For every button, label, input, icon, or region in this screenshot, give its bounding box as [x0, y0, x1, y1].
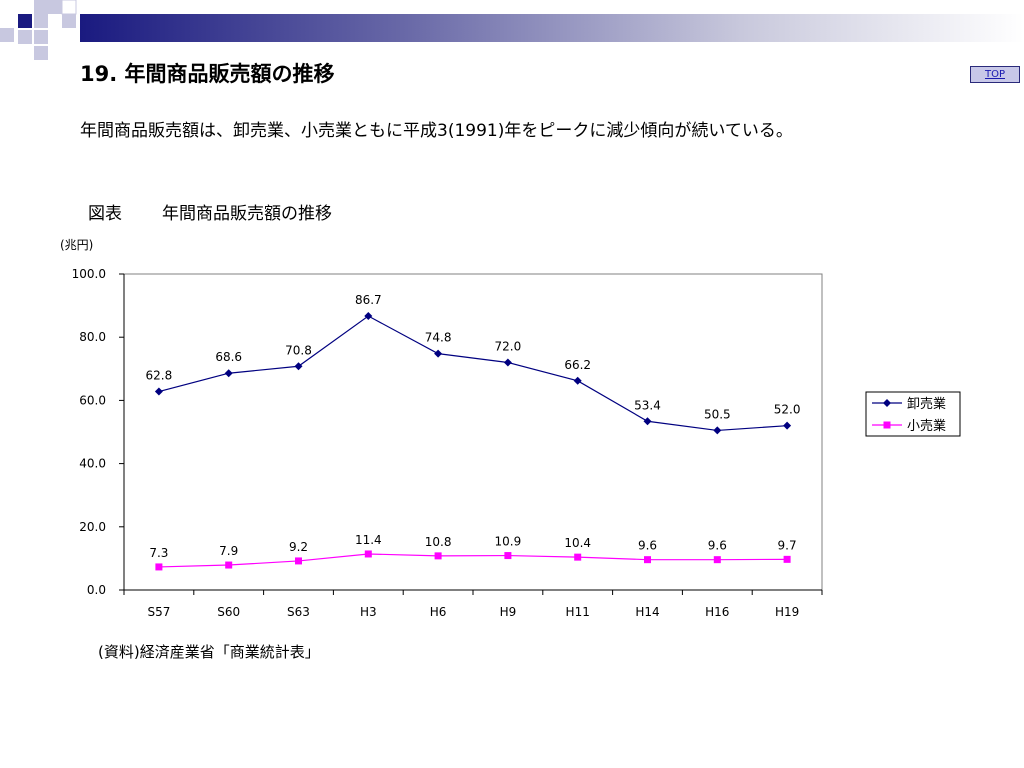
data-point-diamond [713, 426, 722, 435]
data-point-diamond [643, 417, 652, 426]
corner-decoration [0, 0, 77, 60]
data-label: 11.4 [355, 533, 382, 547]
y-tick-label: 100.0 [72, 267, 106, 281]
y-tick-label: 60.0 [79, 393, 106, 407]
data-point-square [225, 561, 233, 569]
x-tick-label: S60 [217, 605, 240, 619]
legend-marker-diamond [883, 399, 891, 407]
x-tick-label: H9 [500, 605, 517, 619]
data-point-square [713, 556, 721, 564]
data-label: 9.6 [638, 539, 657, 553]
data-label: 53.4 [634, 398, 661, 412]
figure-title: 年間商品販売額の推移 [162, 204, 332, 224]
x-tick-label: H19 [775, 605, 799, 619]
series-line-1 [158, 553, 788, 568]
data-label: 50.5 [704, 407, 731, 421]
y-tick-label: 0.0 [87, 583, 106, 597]
data-point-diamond [364, 312, 373, 321]
x-tick-label: H14 [635, 605, 659, 619]
x-tick-label: H16 [705, 605, 729, 619]
x-tick-label: H11 [566, 605, 590, 619]
data-label: 9.7 [778, 538, 797, 552]
data-point-diamond [434, 349, 443, 358]
data-point-diamond [573, 376, 582, 385]
data-label: 10.8 [425, 535, 452, 549]
data-label: 9.2 [289, 540, 308, 554]
data-label: 72.0 [495, 339, 522, 353]
data-label: 10.4 [564, 536, 591, 550]
data-point-square [504, 552, 512, 560]
y-axis-unit: (兆円) [60, 238, 94, 252]
data-point-square [644, 556, 651, 564]
legend-label: 卸売業 [907, 396, 946, 412]
legend-marker-square [883, 421, 891, 429]
data-point-square [295, 557, 302, 565]
x-tick-label: H3 [360, 605, 377, 619]
data-label: 62.8 [146, 369, 173, 383]
data-label: 86.7 [355, 293, 382, 307]
data-point-diamond [294, 362, 303, 371]
data-point-square [155, 563, 163, 571]
data-label: 70.8 [285, 343, 312, 357]
x-tick-label: S57 [147, 605, 170, 619]
data-point-diamond [224, 369, 233, 378]
data-label: 7.9 [219, 544, 238, 558]
data-label: 74.8 [425, 331, 452, 345]
data-point-square [574, 553, 582, 561]
header-bar [80, 14, 1024, 42]
page-title: 19. 年間商品販売額の推移 [80, 62, 335, 86]
data-point-diamond [783, 421, 792, 430]
top-link-button[interactable]: TOP [970, 66, 1020, 83]
data-label: 66.2 [564, 358, 591, 372]
data-label: 10.9 [495, 535, 522, 549]
data-point-diamond [154, 387, 163, 396]
figure-label: 図表 [88, 204, 122, 224]
legend-label: 小売業 [907, 418, 946, 434]
data-label: 7.3 [149, 546, 168, 560]
data-label: 52.0 [774, 403, 801, 417]
data-point-square [364, 550, 372, 558]
data-label: 9.6 [708, 539, 727, 553]
x-tick-label: S63 [287, 605, 310, 619]
y-tick-label: 80.0 [79, 330, 106, 344]
x-tick-label: H6 [430, 605, 447, 619]
data-point-square [783, 555, 791, 563]
data-point-square [434, 552, 442, 560]
series-line-0 [158, 315, 788, 432]
y-tick-label: 20.0 [79, 520, 106, 534]
source-note: (資料)経済産業省「商業統計表」 [98, 643, 320, 661]
intro-text: 年間商品販売額は、卸売業、小売業ともに平成3(1991)年をピークに減少傾向が続… [80, 121, 793, 141]
data-label: 68.6 [215, 350, 242, 364]
y-tick-label: 40.0 [79, 457, 106, 471]
data-point-diamond [503, 358, 512, 367]
